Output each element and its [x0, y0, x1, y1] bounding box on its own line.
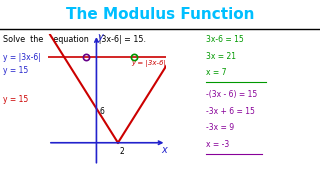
Text: x: x — [161, 145, 167, 155]
Text: Solve  the    equation    |3x-6| = 15.: Solve the equation |3x-6| = 15. — [3, 35, 146, 44]
Text: 2: 2 — [119, 147, 124, 156]
Text: y = |3x-6|: y = |3x-6| — [131, 60, 166, 67]
Text: 3x-6 = 15: 3x-6 = 15 — [206, 35, 244, 44]
Text: y = |3x-6|: y = |3x-6| — [3, 53, 41, 62]
Text: y: y — [97, 32, 103, 42]
Text: -3x + 6 = 15: -3x + 6 = 15 — [206, 107, 255, 116]
Text: -(3x - 6) = 15: -(3x - 6) = 15 — [206, 90, 258, 99]
Text: 3x = 21: 3x = 21 — [206, 51, 236, 60]
Text: -3x = 9: -3x = 9 — [206, 123, 235, 132]
Text: The Modulus Function: The Modulus Function — [66, 7, 254, 22]
Text: 6: 6 — [100, 107, 105, 116]
Text: y = 15: y = 15 — [3, 95, 28, 104]
Text: y = 15: y = 15 — [3, 66, 28, 75]
Text: x = -3: x = -3 — [206, 140, 230, 149]
Text: x = 7: x = 7 — [206, 68, 227, 77]
